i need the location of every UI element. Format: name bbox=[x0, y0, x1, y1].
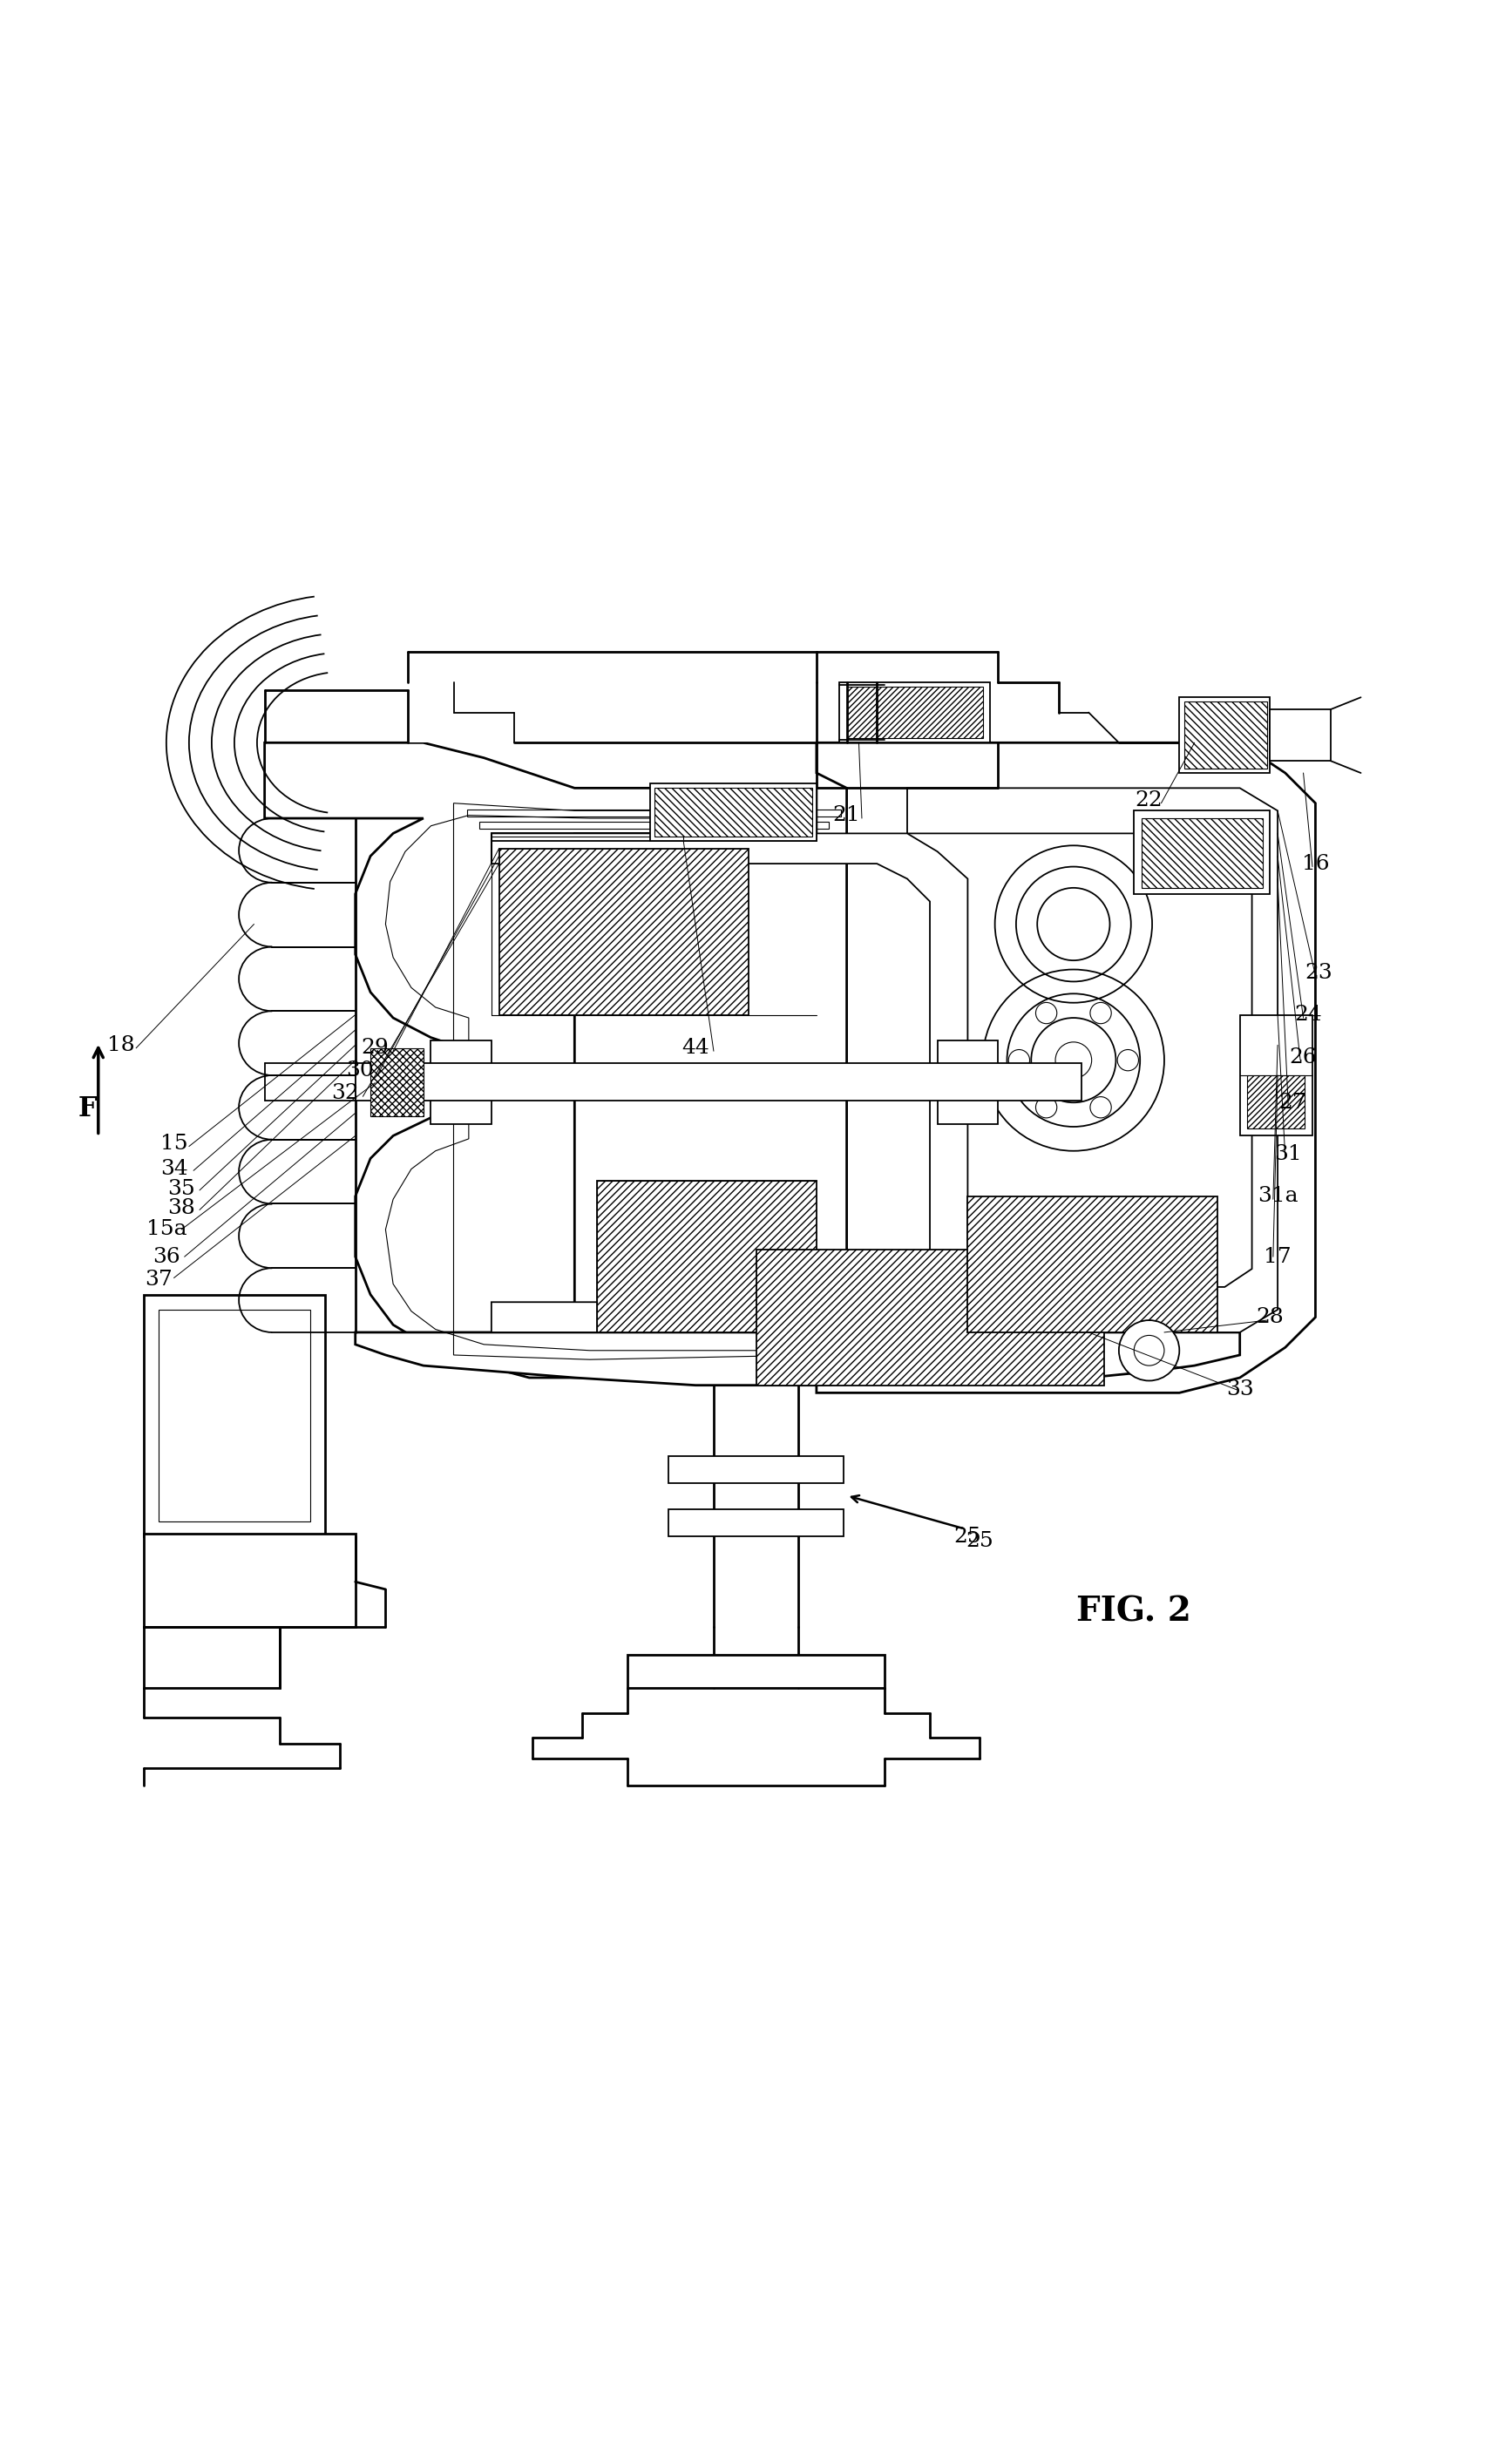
Text: FIG. 2: FIG. 2 bbox=[1077, 1594, 1191, 1629]
Text: 44: 44 bbox=[682, 1038, 709, 1057]
Text: 17: 17 bbox=[1264, 1246, 1291, 1266]
Circle shape bbox=[1117, 1050, 1139, 1072]
Polygon shape bbox=[756, 1249, 1104, 1386]
Polygon shape bbox=[355, 1332, 1240, 1386]
Circle shape bbox=[1119, 1320, 1179, 1381]
Polygon shape bbox=[144, 1533, 355, 1626]
Polygon shape bbox=[968, 1197, 1217, 1332]
Text: 36: 36 bbox=[153, 1246, 180, 1266]
Text: 33: 33 bbox=[1226, 1379, 1253, 1401]
Polygon shape bbox=[650, 783, 816, 841]
Text: F: F bbox=[79, 1094, 97, 1121]
Text: 18: 18 bbox=[107, 1035, 135, 1055]
Polygon shape bbox=[1184, 702, 1267, 768]
Polygon shape bbox=[1247, 1074, 1305, 1128]
Circle shape bbox=[1009, 1050, 1030, 1072]
Text: 15: 15 bbox=[160, 1133, 187, 1153]
Circle shape bbox=[1036, 1003, 1057, 1023]
Polygon shape bbox=[937, 1040, 998, 1123]
Text: 28: 28 bbox=[1256, 1307, 1284, 1327]
Circle shape bbox=[1031, 1018, 1116, 1101]
Text: 27: 27 bbox=[1279, 1092, 1306, 1114]
Circle shape bbox=[1036, 1096, 1057, 1119]
Polygon shape bbox=[1270, 709, 1331, 760]
Text: 21: 21 bbox=[833, 805, 860, 824]
Text: 30: 30 bbox=[346, 1060, 373, 1082]
Text: 23: 23 bbox=[1305, 962, 1332, 984]
Circle shape bbox=[1090, 1096, 1111, 1119]
Polygon shape bbox=[499, 849, 748, 1016]
Polygon shape bbox=[668, 1509, 844, 1536]
Polygon shape bbox=[370, 1047, 423, 1116]
Circle shape bbox=[1134, 1334, 1164, 1366]
Text: 37: 37 bbox=[145, 1268, 172, 1290]
Polygon shape bbox=[1134, 812, 1270, 893]
Text: 25: 25 bbox=[966, 1531, 993, 1550]
Circle shape bbox=[1055, 1043, 1092, 1079]
Text: 24: 24 bbox=[1294, 1006, 1321, 1025]
Circle shape bbox=[1007, 993, 1140, 1126]
Text: 16: 16 bbox=[1302, 854, 1329, 873]
Polygon shape bbox=[655, 787, 812, 836]
Text: 31: 31 bbox=[1275, 1143, 1302, 1165]
Polygon shape bbox=[1179, 697, 1270, 773]
Polygon shape bbox=[355, 1062, 1081, 1101]
Polygon shape bbox=[144, 1626, 280, 1688]
Text: 35: 35 bbox=[168, 1180, 195, 1200]
Text: 38: 38 bbox=[168, 1200, 195, 1219]
Polygon shape bbox=[1142, 819, 1263, 888]
Circle shape bbox=[1090, 1003, 1111, 1023]
Polygon shape bbox=[668, 1457, 844, 1484]
Polygon shape bbox=[491, 834, 968, 1332]
Text: 32: 32 bbox=[331, 1084, 358, 1104]
Text: 29: 29 bbox=[361, 1038, 389, 1057]
Text: 25: 25 bbox=[954, 1526, 981, 1545]
Polygon shape bbox=[159, 1310, 310, 1521]
Circle shape bbox=[983, 969, 1164, 1150]
Polygon shape bbox=[816, 743, 1315, 1393]
Polygon shape bbox=[627, 1653, 885, 1688]
Polygon shape bbox=[431, 1040, 491, 1123]
Text: 22: 22 bbox=[1136, 790, 1163, 809]
Text: 26: 26 bbox=[1290, 1047, 1317, 1067]
Text: 34: 34 bbox=[160, 1158, 187, 1180]
Polygon shape bbox=[597, 1182, 816, 1332]
Polygon shape bbox=[847, 687, 983, 738]
Polygon shape bbox=[839, 682, 990, 743]
Polygon shape bbox=[144, 1295, 325, 1536]
Text: 31a: 31a bbox=[1258, 1187, 1297, 1207]
Text: 15a: 15a bbox=[147, 1219, 186, 1239]
Polygon shape bbox=[408, 652, 816, 743]
Polygon shape bbox=[408, 652, 816, 682]
Polygon shape bbox=[907, 787, 1278, 1332]
Polygon shape bbox=[1240, 1016, 1312, 1136]
Polygon shape bbox=[265, 743, 816, 1379]
